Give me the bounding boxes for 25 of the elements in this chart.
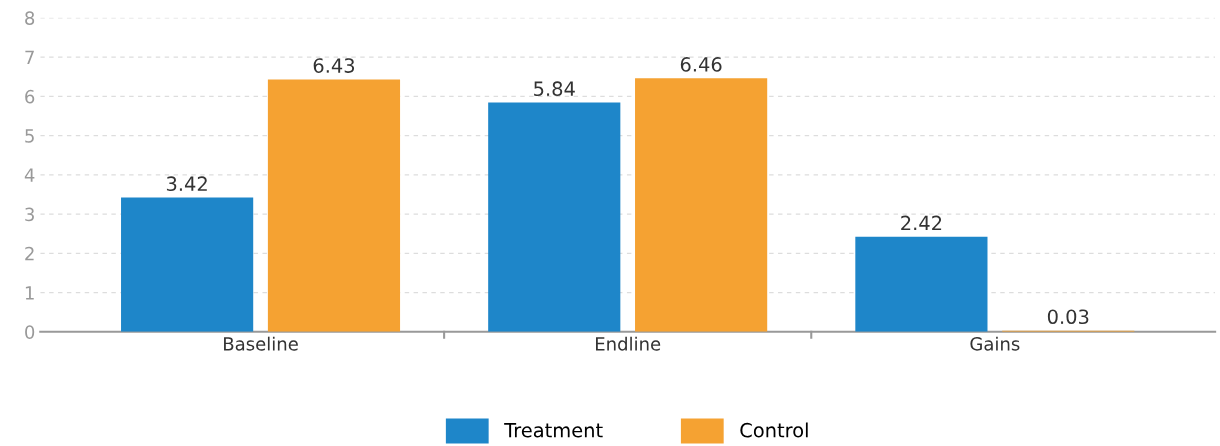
y-tick-label: 2 — [25, 246, 34, 261]
y-tick-label: 1 — [25, 286, 34, 300]
data-label: 2.42 — [901, 215, 942, 231]
bar — [121, 197, 254, 332]
y-tick-label: 6 — [25, 89, 35, 104]
x-tick-label: Baseline — [224, 336, 298, 351]
bar — [635, 78, 768, 332]
y-tick-label: 3 — [25, 207, 34, 222]
data-label: 5.84 — [534, 81, 575, 97]
bar — [267, 79, 401, 332]
data-label: 0.03 — [1047, 309, 1089, 325]
data-label: 6.46 — [680, 57, 722, 72]
y-tick-label: 7 — [25, 50, 34, 64]
data-label: 3.42 — [166, 176, 207, 192]
bar — [855, 236, 988, 332]
y-tick-label: 5 — [25, 129, 34, 143]
y-tick-label: 4 — [24, 168, 35, 182]
y-tick-label: 0 — [25, 325, 35, 339]
x-tick-label: Gains — [970, 336, 1020, 351]
x-tick-label: Endline — [596, 336, 661, 351]
data-label: 6.43 — [313, 58, 355, 73]
bar — [488, 102, 621, 332]
y-tick-label: 8 — [25, 11, 35, 25]
legend-label: Treatment — [504, 423, 603, 438]
legend-label: Control — [740, 422, 808, 438]
